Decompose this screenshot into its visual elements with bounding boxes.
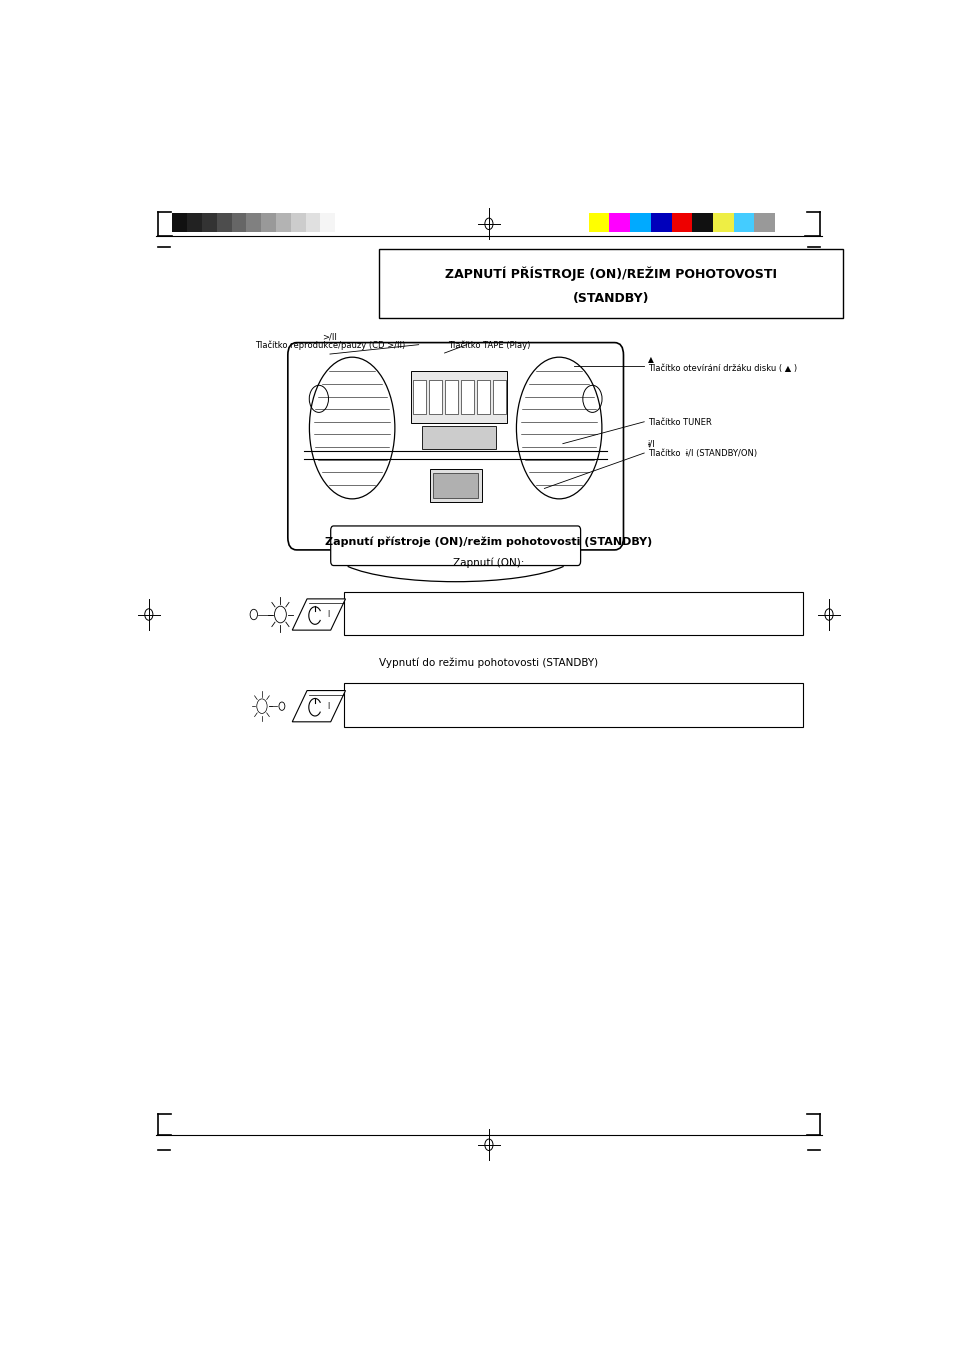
Text: >/II: >/II [322, 333, 337, 341]
Text: Tlačítko TUNER: Tlačítko TUNER [647, 418, 711, 428]
FancyBboxPatch shape [444, 380, 457, 414]
FancyBboxPatch shape [232, 212, 246, 231]
FancyBboxPatch shape [187, 212, 202, 231]
FancyBboxPatch shape [275, 212, 291, 231]
FancyBboxPatch shape [378, 249, 842, 318]
FancyBboxPatch shape [320, 212, 335, 231]
Text: Tlačítko  ɨ/I (STANDBY/ON): Tlačítko ɨ/I (STANDBY/ON) [647, 449, 757, 459]
FancyBboxPatch shape [411, 371, 507, 422]
FancyBboxPatch shape [261, 212, 275, 231]
Polygon shape [292, 690, 345, 721]
FancyBboxPatch shape [754, 212, 774, 231]
FancyBboxPatch shape [433, 472, 477, 498]
FancyBboxPatch shape [692, 212, 712, 231]
FancyBboxPatch shape [413, 380, 425, 414]
FancyBboxPatch shape [712, 212, 733, 231]
FancyBboxPatch shape [216, 212, 232, 231]
FancyBboxPatch shape [246, 212, 261, 231]
FancyBboxPatch shape [630, 212, 650, 231]
Text: Zapnutí (ON):: Zapnutí (ON): [453, 557, 524, 568]
Text: ɨ/I: ɨ/I [647, 440, 655, 449]
FancyBboxPatch shape [650, 212, 671, 231]
Text: Rozsvítí se zelený indikátor. (Funkce je indikována na displeji.): Rozsvítí se zelený indikátor. (Funkce je… [421, 607, 725, 618]
Text: Tlačítko TAPE (Play): Tlačítko TAPE (Play) [448, 341, 530, 350]
FancyBboxPatch shape [429, 468, 481, 502]
Text: I: I [327, 610, 330, 620]
Text: (STANDBY): (STANDBY) [572, 292, 648, 304]
Text: Vypnutí do režimu pohotovosti (STANDBY): Vypnutí do režimu pohotovosti (STANDBY) [379, 658, 598, 667]
Text: ▲: ▲ [647, 356, 653, 364]
FancyBboxPatch shape [493, 380, 505, 414]
FancyBboxPatch shape [331, 526, 580, 566]
FancyBboxPatch shape [344, 683, 802, 727]
Text: I: I [327, 702, 330, 710]
FancyBboxPatch shape [288, 342, 623, 549]
FancyBboxPatch shape [172, 212, 187, 231]
FancyBboxPatch shape [344, 591, 802, 636]
FancyBboxPatch shape [202, 212, 216, 231]
FancyBboxPatch shape [609, 212, 630, 231]
Text: ZAPNUTÍ PŘÍSTROJE (ON)/REŽIM POHOTOVOSTI: ZAPNUTÍ PŘÍSTROJE (ON)/REŽIM POHOTOVOSTI [444, 267, 776, 281]
FancyBboxPatch shape [291, 212, 305, 231]
FancyBboxPatch shape [305, 212, 320, 231]
Text: Zapnutí přístroje (ON)/režim pohotovosti (STANDBY): Zapnutí přístroje (ON)/režim pohotovosti… [325, 536, 652, 547]
Text: Tlačítko otevírání držáku disku ( ▲ ): Tlačítko otevírání držáku disku ( ▲ ) [647, 364, 796, 372]
FancyBboxPatch shape [428, 380, 441, 414]
FancyBboxPatch shape [671, 212, 692, 231]
FancyBboxPatch shape [588, 212, 609, 231]
Polygon shape [292, 599, 345, 630]
FancyBboxPatch shape [476, 380, 490, 414]
Text: Tlačítko reprodukce/pauzy (CD >/II): Tlačítko reprodukce/pauzy (CD >/II) [254, 341, 405, 350]
FancyBboxPatch shape [422, 426, 496, 449]
FancyBboxPatch shape [460, 380, 474, 414]
Text: Rozsvítí se červený indikátor. (Funkce indikováná na displeji zmizí.): Rozsvítí se červený indikátor. (Funkce i… [409, 700, 737, 710]
FancyBboxPatch shape [733, 212, 754, 231]
